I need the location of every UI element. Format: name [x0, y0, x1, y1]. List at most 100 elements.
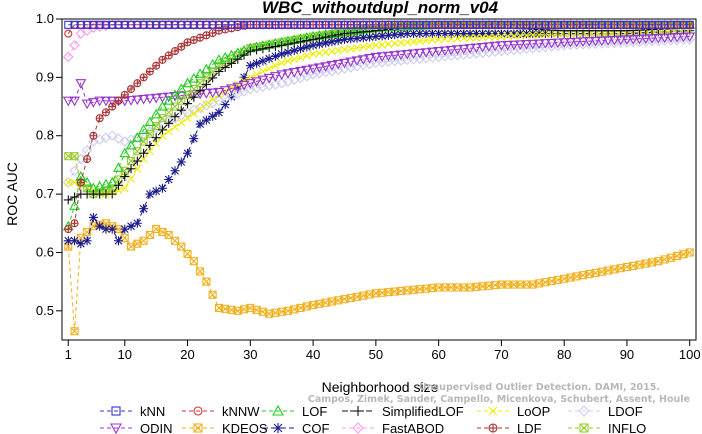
point-loop: [510, 32, 518, 40]
series-knn: [64, 20, 694, 29]
point-knn: [158, 20, 167, 29]
point-odin: [590, 36, 602, 47]
point-odin: [75, 79, 87, 89]
point-simplifiedlof: [120, 172, 130, 182]
point-ldf: [76, 178, 85, 187]
point-odin: [458, 44, 470, 55]
point-odin: [131, 95, 143, 106]
point-knn: [283, 20, 293, 29]
point-knn: [145, 20, 154, 29]
point-knn: [390, 20, 399, 29]
point-odin: [602, 36, 614, 46]
point-fastabod: [75, 28, 87, 39]
point-knn: [528, 20, 537, 29]
legend-label: kNN: [140, 404, 165, 419]
point-ldof: [358, 59, 369, 71]
point-odin: [627, 35, 639, 45]
point-knn: [346, 20, 355, 29]
point-simplifiedlof: [201, 79, 211, 89]
point-odin: [565, 38, 576, 48]
point-loop: [459, 34, 468, 43]
legend-item-knn: kNN: [100, 404, 165, 419]
point-knn: [246, 20, 255, 29]
point-lof: [69, 200, 80, 210]
point-cof: [358, 33, 368, 43]
point-ldof: [62, 177, 74, 188]
point-knn: [553, 20, 562, 29]
point-knn: [378, 20, 387, 29]
point-loop: [472, 33, 481, 42]
point-lof: [113, 162, 124, 172]
point-loop: [328, 47, 336, 56]
point-knn: [89, 20, 98, 29]
point-inflo: [70, 152, 79, 161]
point-loop: [516, 31, 525, 40]
point-ldf: [101, 108, 110, 117]
point-ldof: [332, 64, 344, 76]
point-odin: [320, 62, 332, 72]
point-knn: [277, 20, 286, 29]
point-knn: [522, 20, 531, 29]
point-knn: [478, 20, 487, 29]
point-knn: [641, 20, 650, 29]
y-tick-label: 0.9: [36, 69, 54, 84]
point-knn: [83, 20, 92, 29]
legend-marker: [273, 423, 283, 433]
point-kdeos: [208, 290, 217, 299]
point-knn: [340, 20, 349, 29]
point-knn: [541, 20, 550, 29]
point-loop: [315, 49, 324, 58]
point-simplifiedlof: [151, 133, 161, 143]
legend-marker: [578, 405, 590, 417]
point-knn: [415, 20, 424, 29]
point-odin: [200, 89, 212, 99]
y-tick-label: 0.6: [36, 244, 54, 259]
point-simplifiedlof: [63, 195, 73, 205]
series-line-loop: [68, 30, 690, 195]
point-ldf: [139, 73, 148, 82]
point-simplifiedlof: [214, 67, 224, 77]
point-odin: [69, 96, 80, 107]
series-line-simplifiedlof: [68, 27, 690, 201]
x-axis-label: Neighborhood size: [322, 379, 439, 395]
point-ldf: [120, 90, 129, 99]
point-loop: [265, 64, 274, 73]
point-cof: [333, 36, 343, 46]
legend: kNN kNNW LOF SimplifiedLOF LoOP LDOF ODIN KDEOS…: [100, 404, 646, 434]
point-ldof: [295, 72, 306, 84]
point-odin: [232, 82, 244, 93]
legend-marker: [488, 406, 498, 416]
point-knn: [296, 20, 305, 29]
point-knn: [64, 20, 73, 29]
point-knn: [635, 20, 644, 29]
point-loop: [359, 43, 368, 51]
point-knn: [371, 20, 380, 29]
series-odin: [62, 32, 696, 110]
point-knn: [503, 20, 512, 29]
point-ldof: [270, 79, 281, 90]
point-simplifiedlof: [270, 41, 280, 51]
point-knn: [302, 20, 311, 29]
legend-item-inflo: INFLO: [568, 421, 646, 434]
point-loop: [321, 48, 330, 57]
point-knn: [465, 20, 475, 29]
point-loop: [497, 32, 506, 41]
legend-label: INFLO: [608, 421, 646, 434]
point-lof: [119, 147, 131, 158]
point-odin: [87, 98, 99, 108]
point-odin: [125, 96, 137, 106]
point-lof: [106, 176, 118, 187]
point-lof: [200, 63, 212, 74]
point-knn: [396, 20, 406, 29]
point-loop: [371, 41, 380, 50]
point-odin: [596, 36, 608, 47]
point-loop: [346, 44, 355, 53]
point-odin: [295, 66, 306, 77]
point-knn: [497, 20, 506, 29]
point-odin: [213, 87, 225, 98]
point-kdeos: [183, 249, 192, 258]
point-odin: [106, 96, 118, 107]
point-cof: [258, 56, 268, 66]
point-simplifiedlof: [126, 164, 136, 174]
point-cof: [289, 46, 299, 56]
